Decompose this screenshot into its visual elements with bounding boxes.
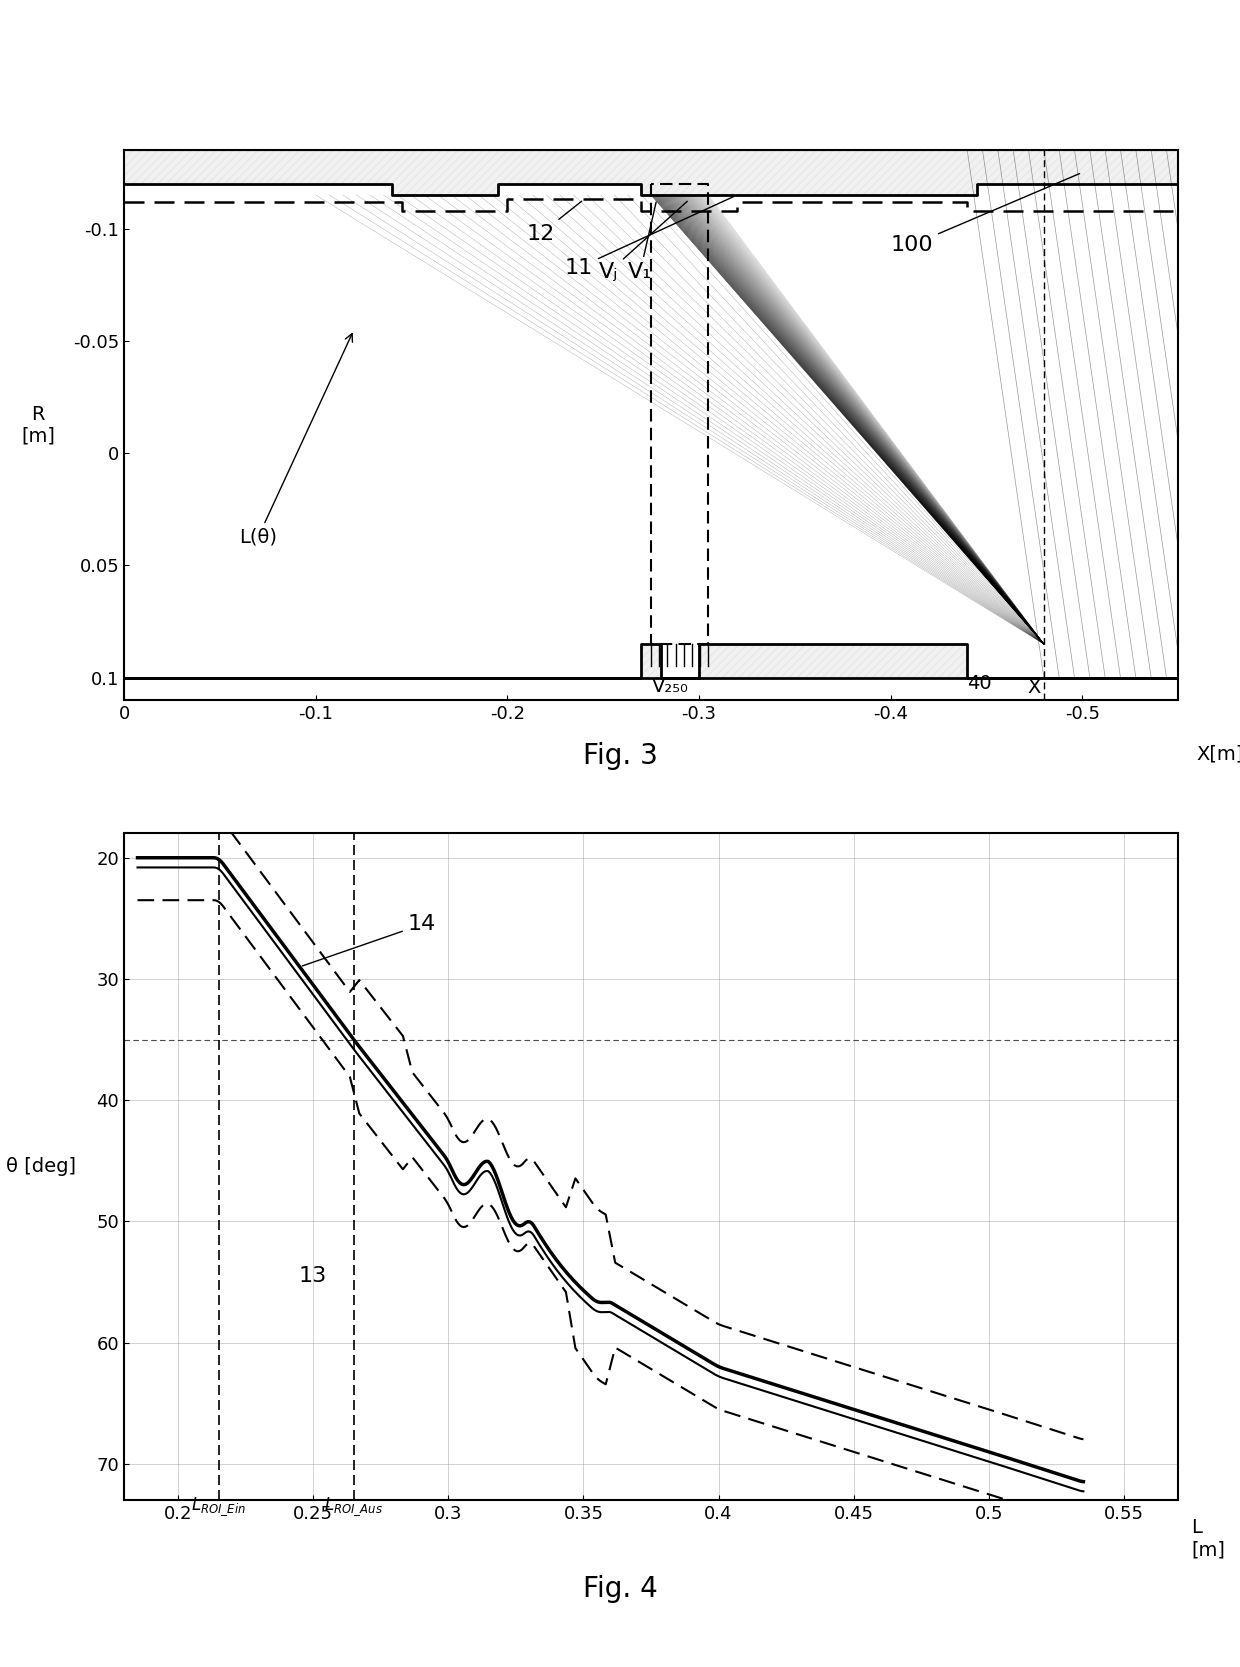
Polygon shape: [124, 150, 1178, 195]
Polygon shape: [124, 150, 1178, 183]
Y-axis label: θ [deg]: θ [deg]: [6, 1157, 76, 1177]
Text: L
[m]: L [m]: [1192, 1519, 1225, 1560]
Text: 40: 40: [967, 673, 992, 693]
Text: 14: 14: [303, 915, 436, 965]
Text: X: X: [1028, 678, 1040, 697]
X-axis label: X[m]: X[m]: [1197, 743, 1240, 763]
Text: Vⱼ: Vⱼ: [599, 202, 687, 282]
Text: V₁: V₁: [627, 202, 656, 282]
Text: 11: 11: [564, 197, 735, 277]
Text: 100: 100: [890, 173, 1080, 255]
Text: 13: 13: [299, 1265, 327, 1285]
Text: $L_{ROI\_Aus}$: $L_{ROI\_Aus}$: [325, 1495, 383, 1519]
Text: 12: 12: [527, 202, 582, 243]
Text: Fig. 4: Fig. 4: [583, 1575, 657, 1604]
Text: L(θ): L(θ): [239, 333, 352, 547]
Text: Fig. 3: Fig. 3: [583, 742, 657, 770]
Polygon shape: [124, 643, 1178, 678]
Y-axis label: R
[m]: R [m]: [21, 405, 55, 445]
Text: $L_{ROI\_Ein}$: $L_{ROI\_Ein}$: [191, 1495, 246, 1519]
Text: V₂₅₀: V₂₅₀: [652, 677, 688, 695]
